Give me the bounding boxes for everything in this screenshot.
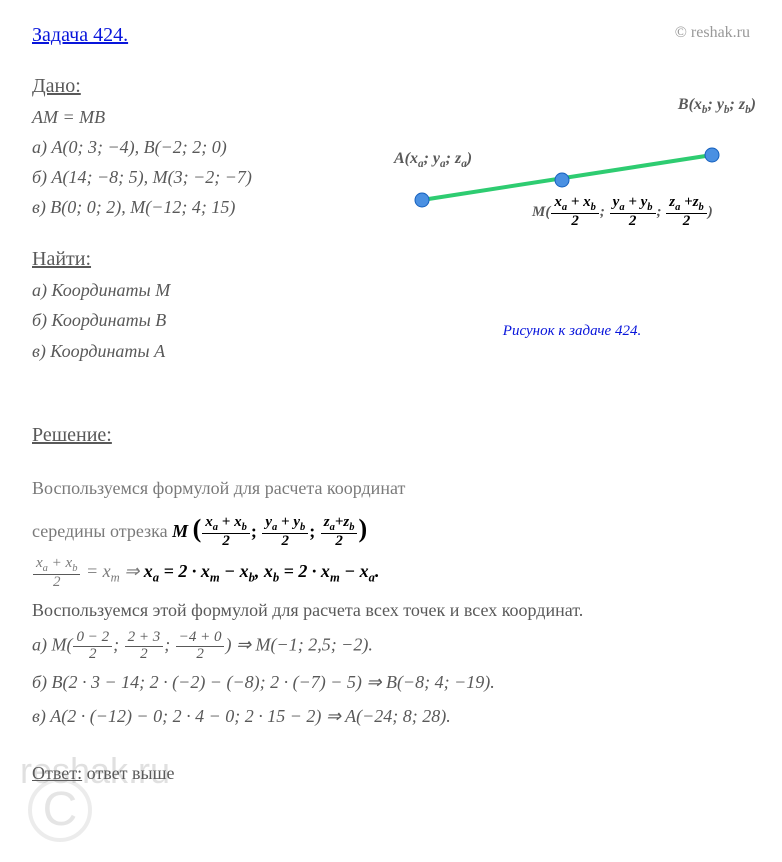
label-a: A(xa; ya; za): [394, 150, 472, 170]
label-m-formula: M(xa + xb2; ya + yb2; za +zb2): [532, 195, 713, 230]
solution-intro-2: середины отрезка M (xa + xb2; ya + yb2; …: [32, 509, 750, 550]
solution-intro-1: Воспользуемся формулой для расчета коорд…: [32, 475, 750, 503]
solution-part-a: а) M(0 − 22; 2 + 32; −4 + 02) ⇒ M(−1; 2,…: [32, 630, 750, 663]
solution-body: Воспользуемся формулой для расчета коорд…: [32, 475, 750, 731]
solution-line3: Воспользуемся этой формулой для расчета …: [32, 597, 750, 625]
watermark-copyright: © reshak.ru: [675, 24, 750, 42]
point-a: [415, 193, 429, 207]
task-title: Задача 424.: [32, 24, 750, 47]
solution-part-b: б) B(2 · 3 − 14; 2 · (−2) − (−8); 2 · (−…: [32, 669, 750, 697]
solution-part-c: в) A(2 · (−12) − 0; 2 · 4 − 0; 2 · 15 − …: [32, 703, 750, 731]
diagram: A(xa; ya; za) B(xb; yb; zb) M(xa + xb2; …: [382, 80, 762, 300]
find-c: в) Координаты A: [32, 338, 750, 364]
diagram-caption: Рисунок к задаче 424.: [382, 323, 762, 340]
solution-derivation: xa + xb2 = xm ⇒ xa = 2 · xm − xb, xb = 2…: [32, 556, 750, 591]
watermark-c-icon: C: [28, 778, 92, 842]
solution-heading: Решение:: [32, 424, 750, 447]
point-b: [705, 148, 719, 162]
label-b: B(xb; yb; zb): [678, 96, 756, 116]
point-m: [555, 173, 569, 187]
